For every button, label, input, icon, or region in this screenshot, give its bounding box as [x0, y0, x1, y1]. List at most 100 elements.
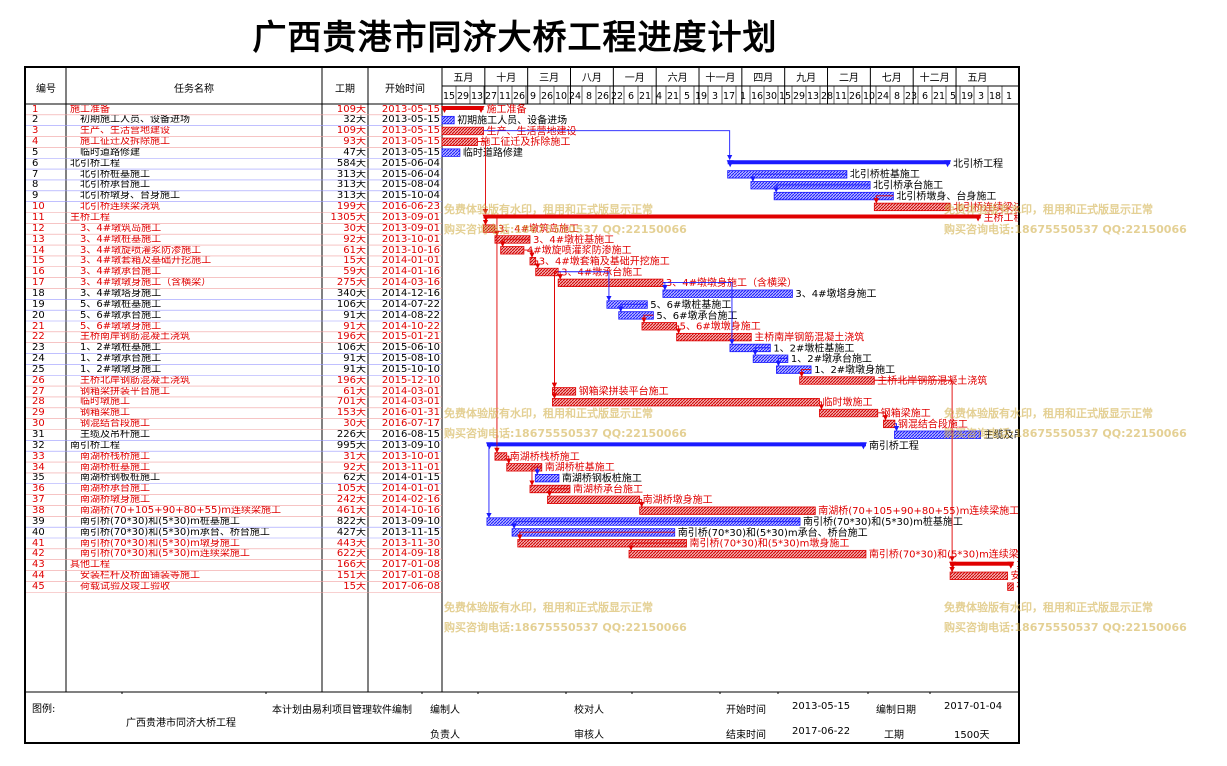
task-id: 29 [32, 408, 45, 419]
task-name: 临时道路修建 [80, 147, 140, 158]
summary-cap-left [726, 160, 734, 168]
duration-value: 1500天 [954, 730, 990, 741]
task-bar-label: 主桥南岸钢筋混凝土浇筑 [754, 330, 864, 343]
task-duration: 313天 [336, 169, 366, 180]
task-duration: 91天 [343, 310, 366, 321]
task-bar-label: 钢箱梁拼装平台施工 [579, 385, 669, 398]
task-name: 南引桥(70*30)和(5*30)m承台、桥台施工 [80, 527, 270, 538]
day-label: 15 [443, 91, 455, 102]
task-id: 2 [32, 115, 39, 126]
task-bar-label: 5、6#墩墩身施工 [680, 320, 761, 333]
task-id: 13 [32, 234, 45, 245]
month-label: 七月 [882, 72, 902, 84]
dependency-link [486, 444, 866, 519]
task-start: 2014-07-22 [381, 299, 440, 310]
day-label: 9 [530, 91, 536, 102]
task-start: 2013-10-01 [381, 451, 440, 462]
day-label: 13 [471, 91, 483, 102]
day-label: 10 [863, 91, 875, 102]
task-duration: 584天 [336, 158, 366, 169]
task-bar-label: 施工征迁及拆除施工 [480, 135, 570, 148]
task-start: 2013-05-15 [381, 115, 440, 126]
task-id: 37 [32, 495, 45, 506]
task-bar-label: 南引桥工程 [869, 439, 919, 452]
day-label: 29 [457, 91, 469, 102]
task-id: 24 [32, 354, 45, 365]
task-duration: 15天 [343, 256, 366, 267]
task-id: 36 [32, 484, 45, 495]
dependency-link [558, 271, 612, 302]
day-label: 10 [555, 91, 567, 102]
task-start: 2013-11-01 [381, 462, 440, 473]
task-bar-label: 北引桥承台施工 [873, 179, 943, 192]
task-bar [534, 473, 560, 483]
task-name: 1、2#墩墩身施工 [80, 364, 162, 375]
task-name: 施工征迁及拆除施工 [80, 137, 170, 148]
watermark-line-2: 购买咨询电话:18675550537 QQ:22150066 [944, 621, 1187, 634]
task-duration: 151天 [336, 571, 366, 582]
task-duration: 32天 [343, 115, 366, 126]
task-bar [894, 430, 981, 439]
task-id: 9 [32, 191, 39, 202]
day-label: 11 [835, 91, 847, 102]
task-bar [639, 506, 816, 515]
task-id: 40 [32, 527, 45, 538]
dependency-link [551, 271, 559, 388]
summary-bar [442, 106, 484, 110]
task-id: 5 [32, 147, 39, 158]
dependency-link [949, 564, 1014, 573]
day-label: 16 [751, 91, 763, 102]
task-bar-label: 1、2#墩承台施工 [791, 352, 872, 365]
dependency-link [551, 271, 559, 399]
watermark-line-1: 免费体验版有水印，租用和正式版显示正常 [444, 601, 653, 614]
task-name: 钢箱梁拼装平台施工 [80, 386, 170, 397]
footer-project-name: 广西贵港市同济大桥工程 [126, 718, 236, 729]
task-bar-label: 荷载试验及竣工验收 [1016, 580, 1018, 593]
task-duration: 92天 [343, 234, 366, 245]
task-duration: 30天 [343, 419, 366, 430]
watermark-text: 免费体验版有水印，租用和正式版显示正常 购买咨询电话:18675550537 QQ… [444, 598, 687, 638]
dependency-link [893, 423, 900, 432]
task-start: 2015-08-04 [381, 180, 440, 191]
day-label: 8 [586, 91, 592, 102]
task-start: 2015-12-10 [381, 375, 440, 386]
task-name: 主桥工程 [70, 213, 110, 223]
day-label: 21 [639, 91, 651, 102]
day-label: 4 [656, 91, 662, 102]
watermark-text: 免费体验版有水印，租用和正式版显示正常 购买咨询电话:18675550537 QQ… [444, 404, 687, 444]
task-bar-label: 4#墩旋喷灌浆防渗施工 [527, 244, 632, 257]
task-bar-label: 南引桥(70*30)和(5*30)m墩身施工 [690, 537, 850, 550]
task-start: 2014-03-01 [381, 386, 440, 397]
task-bar [676, 332, 752, 342]
task-start: 2013-10-01 [381, 234, 440, 245]
task-bar [641, 322, 678, 331]
task-id: 10 [32, 202, 45, 213]
page-title: 广西贵港市同济大桥工程进度计划 [252, 18, 778, 58]
checker-label: 校对人 [574, 705, 604, 716]
col-header-id: 编号 [36, 84, 56, 95]
task-name: 北引桥承台施工 [80, 180, 150, 191]
task-name: 北引桥工程 [70, 158, 120, 169]
task-bar-label: 主桥工程 [984, 212, 1018, 224]
task-duration: 62天 [343, 473, 366, 484]
task-duration: 31天 [343, 451, 366, 462]
task-bar [799, 376, 875, 385]
summary-bar [727, 160, 951, 165]
task-name: 3、4#墩套箱及基础开挖施工 [80, 256, 212, 267]
task-start: 2014-10-16 [381, 505, 440, 516]
task-bar [547, 495, 641, 505]
task-start: 2014-01-15 [381, 473, 440, 484]
day-label: 19 [695, 91, 707, 102]
task-id: 20 [32, 310, 45, 321]
task-id: 21 [32, 321, 45, 332]
task-start: 2014-01-16 [381, 267, 440, 278]
task-id: 15 [32, 256, 45, 267]
compile-date-value: 2017-01-04 [944, 701, 1003, 712]
summary-cap-right [859, 442, 867, 450]
task-name: 北引桥墩身、台身施工 [80, 191, 180, 202]
task-start: 2014-01-01 [381, 256, 440, 267]
task-id: 27 [32, 386, 45, 397]
task-start: 2016-01-31 [381, 408, 440, 419]
end-time-label: 结束时间 [726, 730, 766, 741]
day-label: 1 [740, 91, 746, 102]
